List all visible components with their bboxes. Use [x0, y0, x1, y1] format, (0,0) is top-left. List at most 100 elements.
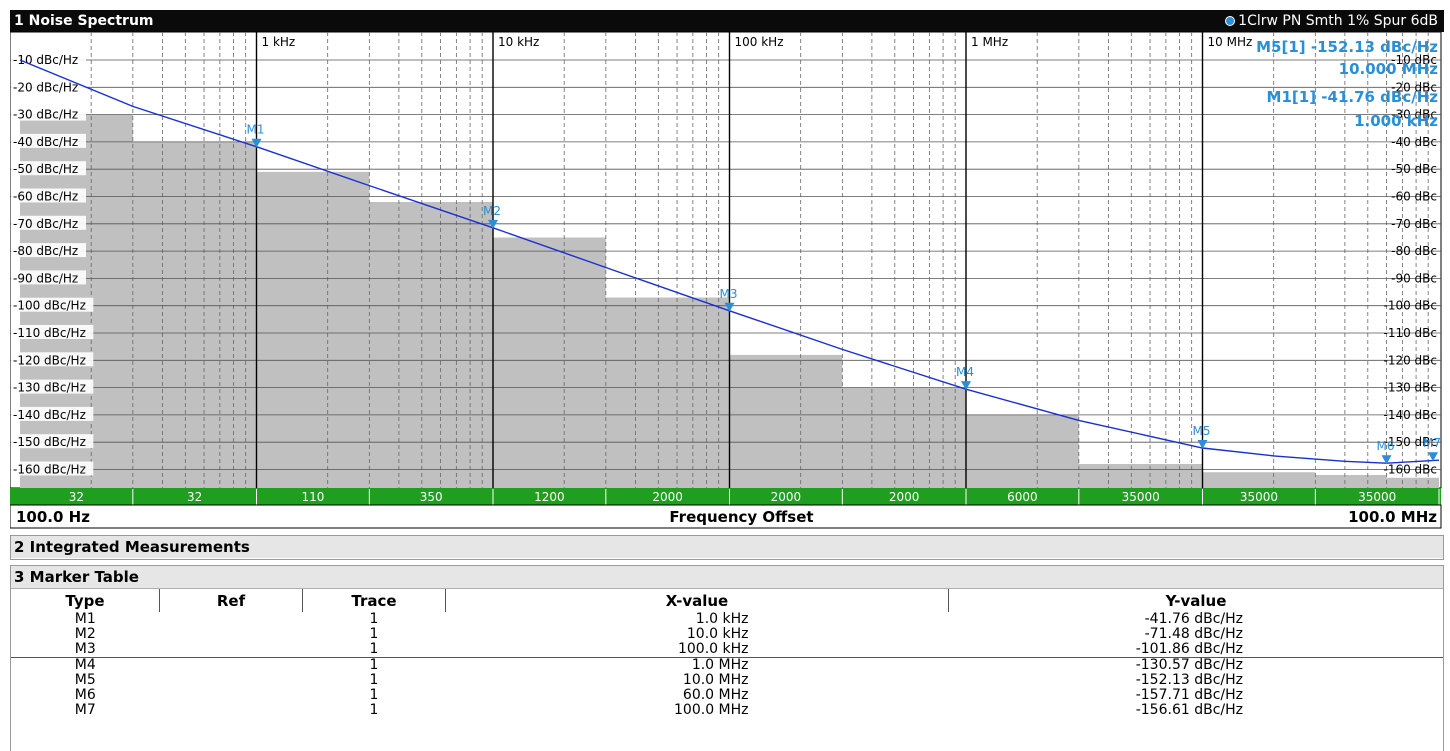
integrated-measurements-panel[interactable]: 2 Integrated Measurements: [10, 535, 1444, 560]
y-tick-label-right: -150 dBc: [1384, 435, 1438, 449]
table-row[interactable]: M7 1 100.0 MHz -156.61 dBc/Hz: [11, 703, 1443, 718]
cell-trace: 1: [302, 657, 446, 673]
rbw-bar-count: 35000: [1240, 490, 1278, 504]
cell-y-value: -157.71 dBc/Hz: [1135, 687, 1243, 703]
marker-readout-3: 1.000 kHz: [1354, 112, 1438, 130]
marker-label-m1: M1: [247, 123, 265, 137]
marker-readout-2: M1[1] -41.76 dBc/Hz: [1267, 88, 1439, 106]
marker-label-m4: M4: [956, 365, 974, 379]
rbw-bar-count: 110: [301, 490, 324, 504]
table-row[interactable]: M1 1 1.0 kHz -41.76 dBc/Hz: [11, 612, 1443, 627]
y-tick-label-left: -110 dBc/Hz: [13, 326, 86, 340]
trace-indicator-icon: [1225, 16, 1236, 26]
y-label-bg: [11, 161, 86, 176]
cell-trace: 1: [369, 626, 379, 642]
x-tick-label: 10 kHz: [498, 35, 539, 49]
cell-ref: [160, 612, 303, 627]
y-label-bg: [11, 406, 94, 421]
y-tick-label-left: -100 dBc/Hz: [13, 299, 86, 313]
y-label-bg: [11, 270, 86, 285]
y-tick-label-left: -10 dBc/Hz: [13, 53, 78, 67]
panel1-title: 1 Noise Spectrum: [14, 13, 154, 29]
cell-type: M7: [74, 702, 96, 718]
table-row[interactable]: M5 1 10.0 MHz -152.13 dBc/Hz: [11, 673, 1443, 688]
y-tick-label-right: -10 dBc: [1391, 53, 1437, 67]
col-y-value[interactable]: Y-value: [1165, 591, 1227, 610]
cell-ref: [160, 642, 303, 658]
rbw-bar-count: 6000: [1007, 490, 1038, 504]
y-tick-label-left: -80 dBc/Hz: [13, 244, 78, 258]
x-tick-label: 1 MHz: [971, 35, 1008, 49]
y-tick-label-right: -30 dBc: [1391, 108, 1437, 122]
cell-y-value: -130.57 dBc/Hz: [948, 657, 1443, 673]
cell-trace: 1: [369, 641, 379, 657]
y-tick-label-left: -130 dBc/Hz: [13, 381, 86, 395]
marker-table-panel: 3 Marker Table Type Ref Trace X-value Y-…: [10, 565, 1444, 751]
marker-m3-icon: [724, 302, 735, 312]
y-label-bg: [11, 188, 86, 203]
marker-m6-icon: [1381, 455, 1392, 465]
cell-ref: [160, 673, 303, 688]
y-label-bg: [11, 461, 94, 476]
table-row[interactable]: M2 1 10.0 kHz -71.48 dBc/Hz: [11, 627, 1443, 642]
table-row[interactable]: M4 1 1.0 MHz -130.57 dBc/Hz: [11, 657, 1443, 673]
cell-trace: 1: [369, 687, 379, 703]
y-tick-label-left: -150 dBc/Hz: [13, 435, 86, 449]
y-label-bg: [11, 243, 86, 258]
cell-x-value: 1.0 MHz: [445, 657, 949, 673]
x-tick-label: 100 kHz: [735, 35, 784, 49]
cell-trace: 1: [369, 672, 379, 688]
y-tick-label-right: -140 dBc: [1384, 408, 1438, 422]
rbw-bar-count: 32: [187, 490, 202, 504]
y-label-bg: [11, 106, 86, 121]
cell-ref: [159, 657, 303, 673]
y-tick-label-left: -30 dBc/Hz: [13, 108, 78, 122]
marker-m7-icon: [1428, 452, 1438, 462]
col-trace[interactable]: Trace: [302, 589, 446, 612]
y-tick-label-right: -160 dBc: [1384, 463, 1438, 477]
cell-y-value: -156.61 dBc/Hz: [1135, 702, 1243, 718]
x-axis-info-bar: [10, 504, 1442, 529]
y-tick-label-right: -80 dBc: [1391, 244, 1437, 258]
cell-type: M3: [74, 641, 96, 657]
y-label-bg: [11, 434, 94, 449]
y-tick-label-right: -110 dBc: [1384, 326, 1438, 340]
cell-y-value: -152.13 dBc/Hz: [1135, 672, 1243, 688]
cell-type: M6: [74, 687, 96, 703]
y-label-bg: [11, 52, 86, 66]
y-tick-label-right: -40 dBc: [1391, 135, 1437, 149]
rbw-bar-count: 35000: [1122, 490, 1160, 504]
col-type[interactable]: Type: [11, 589, 160, 612]
noise-spectrum-chart[interactable]: 1 kHz 10 kHz 100 kHz 1 MHz 10 MHz -10 dBc/Hz -…: [10, 10, 1444, 530]
col-x-value[interactable]: X-value: [445, 589, 949, 612]
rbw-bar-count: 2000: [889, 490, 920, 504]
trace-status-text: 1Clrw PN Smth 1% Spur 6dB: [1238, 13, 1438, 29]
noise-spectrum-title-bar[interactable]: 1 Noise Spectrum 1Clrw PN Smth 1% Spur 6…: [10, 10, 1444, 32]
table-row[interactable]: M6 1 60.0 MHz -157.71 dBc/Hz: [11, 688, 1443, 703]
marker-label-m5: M5: [1193, 424, 1211, 438]
y-label-bg: [11, 297, 94, 312]
col-ref[interactable]: Ref: [159, 589, 303, 612]
table-row[interactable]: M3 1 100.0 kHz -101.86 dBc/Hz: [11, 642, 1443, 658]
cell-x-value: 10.0 kHz: [686, 626, 749, 642]
cell-trace: 1: [369, 611, 379, 627]
cell-type: M2: [74, 626, 96, 642]
trace-status: 1Clrw PN Smth 1% Spur 6dB: [1225, 10, 1438, 32]
x-stop-label: 100.0 MHz: [1348, 508, 1437, 526]
y-tick-label-right: -20 dBc: [1391, 80, 1437, 94]
rbw-bar-count: 350: [420, 490, 443, 504]
marker-readout-0: M5[1] -152.13 dBc/Hz: [1256, 38, 1438, 56]
cell-trace: 1: [369, 702, 379, 718]
marker-m1-icon: [251, 138, 262, 148]
cell-x-value: 10.0 MHz: [682, 672, 749, 688]
trace-1-line: [19, 59, 1440, 464]
cell-ref: [160, 627, 303, 642]
cell-x-value: 60.0 MHz: [682, 687, 749, 703]
cell-type: M4: [11, 657, 160, 673]
y-tick-label-left: -160 dBc/Hz: [13, 463, 86, 477]
cell-type: M5: [74, 672, 96, 688]
y-label-bg: [11, 79, 86, 94]
y-label-bg: [11, 325, 94, 339]
marker-m2-icon: [488, 219, 498, 229]
